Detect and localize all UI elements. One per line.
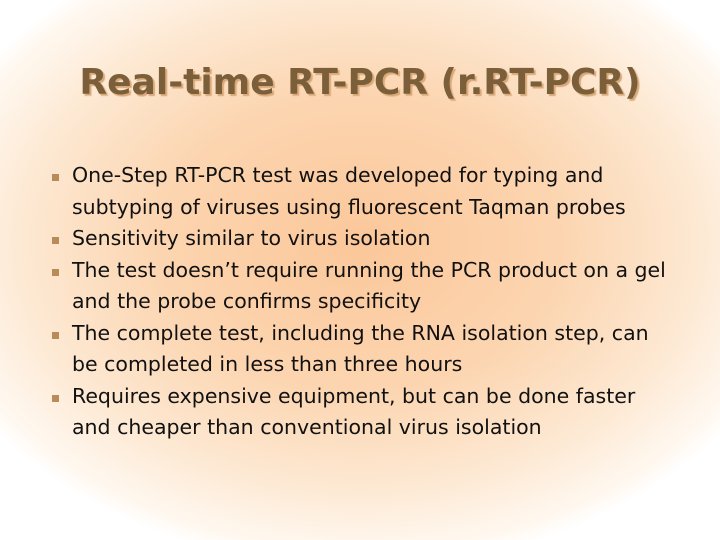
bullet: One-Step RT-PCR test was developed for t… <box>52 160 672 223</box>
bullet: Sensitivity similar to virus isolation <box>52 223 672 255</box>
bullet-list: One-Step RT-PCR test was developed for t… <box>52 160 672 444</box>
slide-title: Real-time RT-PCR (r.RT-PCR) <box>79 62 641 103</box>
bullet: Requires expensive equipment, but can be… <box>52 381 672 444</box>
bullet: The test doesn’t require running the PCR… <box>52 255 672 318</box>
bullet: The complete test, including the RNA iso… <box>52 318 672 381</box>
